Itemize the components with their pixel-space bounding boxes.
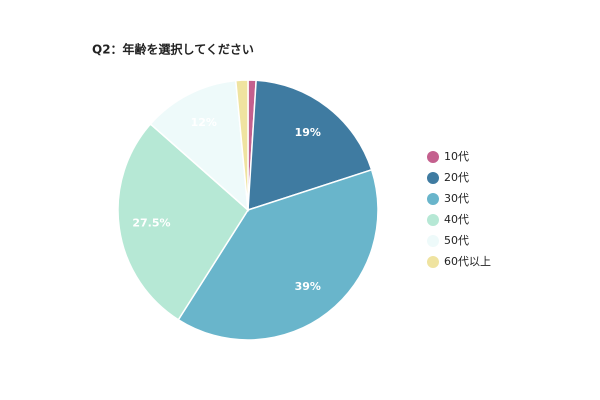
chart-title: Q2：年齢を選択してください xyxy=(92,42,254,57)
legend-swatch xyxy=(427,172,439,184)
legend-swatch xyxy=(427,193,439,205)
data-label: 39% xyxy=(295,280,321,293)
pie-slice xyxy=(234,79,249,211)
legend-label: 30代 xyxy=(444,192,469,205)
legend-swatch xyxy=(427,235,439,247)
pie-slice xyxy=(247,79,373,212)
legend-label: 40代 xyxy=(444,213,469,226)
data-label: 12% xyxy=(191,116,217,129)
pie-slice xyxy=(149,79,249,212)
legend-label: 50代 xyxy=(444,234,469,247)
pie-slice xyxy=(177,168,379,341)
pie-slice xyxy=(117,122,249,321)
legend-swatch xyxy=(427,214,439,226)
data-label: 19% xyxy=(295,126,321,139)
data-label: 27.5% xyxy=(132,217,170,230)
legend-swatch xyxy=(427,151,439,163)
legend-label: 60代以上 xyxy=(444,255,491,268)
legend-label: 10代 xyxy=(444,150,469,163)
legend-swatch xyxy=(427,256,439,268)
legend-label: 20代 xyxy=(444,171,469,184)
